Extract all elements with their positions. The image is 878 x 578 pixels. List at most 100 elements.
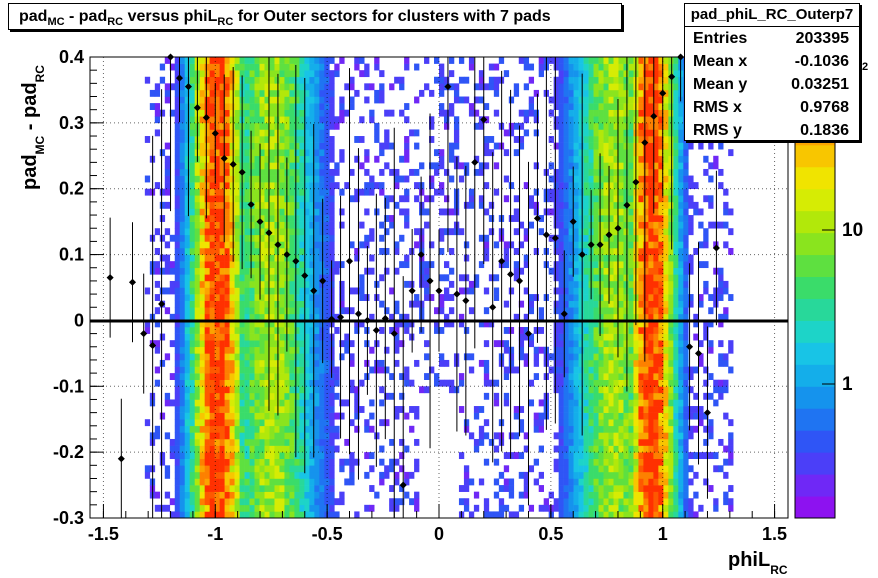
heatmap-cell	[319, 149, 325, 157]
heatmap-cell	[663, 399, 669, 407]
heatmap-cell	[234, 458, 240, 466]
heatmap-cell	[289, 300, 295, 308]
heatmap-cell	[638, 201, 644, 209]
heatmap-cell	[663, 458, 669, 466]
heatmap-cell	[304, 465, 310, 473]
heatmap-cell	[194, 254, 200, 262]
heatmap-cell	[179, 485, 186, 492]
heatmap-cell	[304, 280, 310, 288]
heatmap-cell	[294, 63, 300, 71]
heatmap-cell	[229, 379, 235, 387]
heatmap-cell	[319, 438, 325, 446]
heatmap-cell	[274, 155, 280, 163]
heatmap-cell	[254, 70, 260, 78]
heatmap-cell	[424, 261, 430, 269]
heatmap-cell	[284, 419, 290, 427]
heatmap-cell	[264, 280, 270, 288]
heatmap-cell	[553, 366, 559, 374]
heatmap-cell	[224, 208, 230, 216]
heatmap-cell	[613, 425, 619, 433]
heatmap-cell	[324, 168, 330, 176]
heatmap-cell	[194, 221, 200, 229]
heatmap-cell	[563, 485, 569, 492]
heatmap-cell	[174, 287, 181, 295]
heatmap-cell	[673, 300, 679, 308]
heatmap-cell	[623, 89, 629, 97]
heatmap-cell	[458, 96, 465, 104]
heatmap-cell	[648, 57, 654, 64]
heatmap-cell	[359, 274, 365, 282]
heatmap-cell	[648, 438, 654, 446]
heatmap-cell	[234, 307, 240, 315]
heatmap-cell	[608, 103, 614, 110]
heatmap-cell	[603, 300, 609, 308]
heatmap-cell	[663, 70, 669, 78]
heatmap-cell	[628, 76, 634, 84]
heatmap-cell	[289, 149, 295, 157]
heatmap-cell	[399, 465, 405, 473]
heatmap-cell	[598, 478, 604, 486]
heatmap-cell	[528, 103, 535, 110]
heatmap-cell	[568, 254, 574, 262]
heatmap-cell	[583, 392, 589, 400]
heatmap-cell	[219, 175, 225, 183]
heatmap-cell	[314, 471, 320, 479]
heatmap-cell	[673, 412, 679, 420]
heatmap-cell	[284, 116, 290, 124]
heatmap-cell	[284, 392, 290, 400]
heatmap-cell	[314, 366, 320, 374]
heatmap-cell	[553, 274, 559, 282]
heatmap-cell	[409, 425, 415, 433]
heatmap-cell	[254, 300, 260, 308]
heatmap-cell	[244, 116, 250, 124]
heatmap-cell	[279, 379, 285, 387]
heatmap-cell	[224, 320, 230, 328]
heatmap-cell	[189, 182, 195, 190]
heatmap-cell	[269, 320, 275, 328]
heatmap-cell	[274, 247, 280, 255]
heatmap-cell	[239, 491, 245, 499]
heatmap-cell	[209, 280, 215, 288]
heatmap-cell	[189, 221, 195, 229]
heatmap-cell	[643, 392, 649, 400]
heatmap-cell	[234, 452, 240, 460]
heatmap-cell	[249, 267, 255, 275]
heatmap-cell	[184, 445, 191, 453]
heatmap-cell	[653, 353, 659, 361]
heatmap-cell	[628, 353, 634, 361]
heatmap-cell	[638, 320, 644, 328]
heatmap-cell	[668, 511, 674, 519]
heatmap-cell	[254, 247, 260, 255]
heatmap-cell	[224, 471, 230, 479]
heatmap-cell	[648, 63, 654, 71]
heatmap-cell	[189, 313, 195, 321]
heatmap-cell	[259, 294, 265, 301]
heatmap-cell	[573, 327, 579, 334]
heatmap-cell	[678, 280, 684, 288]
heatmap-cell	[194, 478, 200, 486]
heatmap-cell	[563, 353, 569, 361]
heatmap-cell	[608, 511, 614, 519]
heatmap-cell	[219, 136, 225, 143]
heatmap-cell	[264, 76, 270, 84]
heatmap-cell	[194, 274, 200, 282]
heatmap-cell	[583, 228, 589, 236]
heatmap-cell	[194, 458, 200, 466]
heatmap-cell	[269, 307, 275, 315]
heatmap-cell	[309, 359, 315, 367]
heatmap-cell	[518, 221, 525, 229]
heatmap-cell	[334, 261, 340, 269]
heatmap-cell	[204, 228, 210, 236]
heatmap-cell	[593, 307, 599, 315]
heatmap-cell	[498, 57, 505, 64]
heatmap-cell	[493, 188, 500, 196]
heatmap-cell	[309, 215, 315, 222]
heatmap-cell	[613, 412, 619, 420]
heatmap-cell	[199, 215, 205, 222]
heatmap-cell	[169, 234, 176, 242]
heatmap-cell	[593, 452, 599, 460]
heatmap-cell	[673, 359, 679, 367]
heatmap-cell	[568, 491, 574, 499]
heatmap-cell	[344, 458, 350, 466]
heatmap-cell	[209, 228, 215, 236]
